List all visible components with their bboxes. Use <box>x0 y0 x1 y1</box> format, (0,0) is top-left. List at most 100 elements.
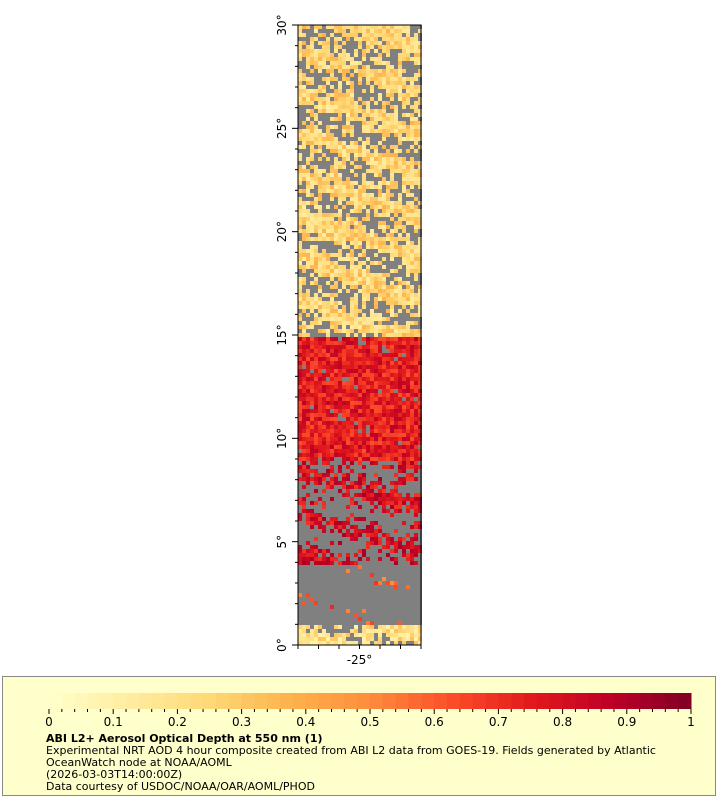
aod-cell <box>374 329 378 333</box>
aod-cell <box>370 389 374 393</box>
aod-cell <box>310 269 314 273</box>
aod-cell <box>338 541 342 545</box>
aod-cell <box>362 465 366 469</box>
aod-cell <box>334 425 338 429</box>
aod-cell <box>382 325 386 329</box>
aod-cell <box>298 513 302 517</box>
aod-cell <box>370 573 374 577</box>
aod-cell <box>358 73 362 77</box>
aod-cell <box>302 53 306 57</box>
aod-cell <box>406 57 410 61</box>
aod-cell <box>398 37 402 41</box>
aod-cell <box>342 261 346 265</box>
aod-cell <box>398 457 402 461</box>
aod-cell <box>382 169 386 173</box>
aod-cell <box>358 173 362 177</box>
aod-cell <box>390 453 394 457</box>
aod-cell <box>418 373 422 377</box>
aod-cell <box>398 581 402 585</box>
aod-cell <box>418 517 422 521</box>
aod-cell <box>350 461 354 465</box>
latitude-label: 10° <box>275 428 289 449</box>
aod-cell <box>354 581 358 585</box>
aod-cell <box>346 257 350 261</box>
aod-cell <box>366 413 370 417</box>
aod-cell <box>318 165 322 169</box>
aod-cell <box>402 417 406 421</box>
aod-cell <box>306 49 310 53</box>
aod-cell <box>302 69 306 73</box>
aod-cell <box>330 453 334 457</box>
aod-cell <box>402 509 406 513</box>
aod-cell <box>410 257 414 261</box>
aod-cell <box>342 425 346 429</box>
aod-cell <box>402 245 406 249</box>
aod-cell <box>302 637 306 641</box>
aod-cell <box>350 589 354 593</box>
aod-cell <box>418 609 422 613</box>
aod-cell <box>318 241 322 245</box>
aod-cell <box>306 565 310 569</box>
aod-cell <box>342 193 346 197</box>
aod-cell <box>394 465 398 469</box>
aod-cell <box>414 41 418 45</box>
aod-cell <box>382 173 386 177</box>
aod-cell <box>382 417 386 421</box>
aod-cell <box>350 61 354 65</box>
aod-cell <box>350 485 354 489</box>
aod-cell <box>402 349 406 353</box>
aod-cell <box>306 401 310 405</box>
aod-cell <box>362 561 366 565</box>
aod-cell <box>338 133 342 137</box>
aod-cell <box>298 349 302 353</box>
aod-cell <box>334 309 338 313</box>
aod-cell <box>398 537 402 541</box>
aod-cell <box>394 541 398 545</box>
aod-cell <box>306 633 310 637</box>
aod-cell <box>382 101 386 105</box>
aod-cell <box>394 221 398 225</box>
aod-cell <box>354 37 358 41</box>
aod-cell <box>306 257 310 261</box>
aod-cell <box>390 541 394 545</box>
aod-cell <box>398 561 402 565</box>
aod-cell <box>366 441 370 445</box>
aod-cell <box>406 469 410 473</box>
aod-cell <box>346 605 350 609</box>
aod-cell <box>310 97 314 101</box>
aod-cell <box>342 25 346 29</box>
aod-cell <box>398 341 402 345</box>
aod-cell <box>346 305 350 309</box>
aod-cell <box>418 557 422 561</box>
aod-cell <box>374 61 378 65</box>
aod-cell <box>378 53 382 57</box>
aod-cell <box>306 89 310 93</box>
aod-cell <box>402 401 406 405</box>
aod-cell <box>318 213 322 217</box>
aod-cell <box>322 53 326 57</box>
aod-cell <box>298 253 302 257</box>
aod-cell <box>330 589 334 593</box>
aod-cell <box>338 157 342 161</box>
aod-cell <box>382 117 386 121</box>
aod-cell <box>362 469 366 473</box>
aod-cell <box>322 309 326 313</box>
aod-cell <box>390 161 394 165</box>
aod-cell <box>410 65 414 69</box>
aod-cell <box>330 209 334 213</box>
aod-cell <box>298 125 302 129</box>
aod-cell <box>378 481 382 485</box>
aod-cell <box>334 233 338 237</box>
aod-cell <box>402 489 406 493</box>
aod-cell <box>354 641 358 645</box>
aod-cell <box>354 161 358 165</box>
aod-cell <box>362 329 366 333</box>
aod-cell <box>386 177 390 181</box>
aod-cell <box>318 453 322 457</box>
aod-cell <box>330 641 334 645</box>
aod-cell <box>374 325 378 329</box>
aod-cell <box>346 497 350 501</box>
aod-cell <box>302 113 306 117</box>
aod-cell <box>310 89 314 93</box>
aod-cell <box>418 337 422 341</box>
